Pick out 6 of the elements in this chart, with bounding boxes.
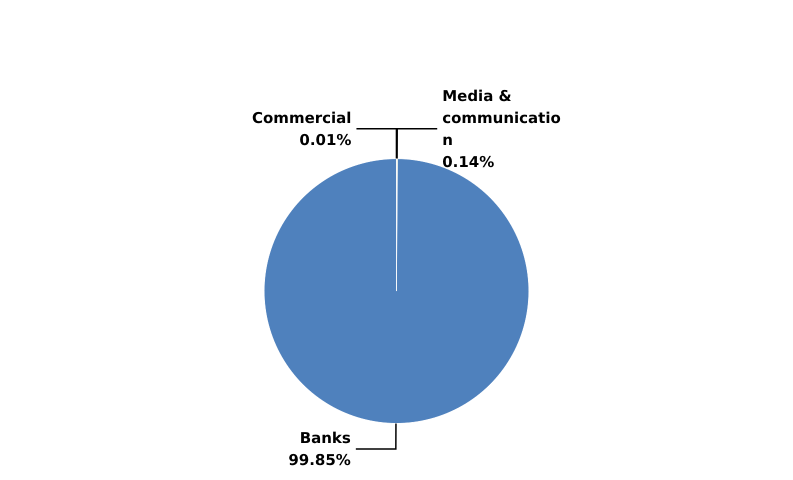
data-label: 0.01% (299, 130, 352, 149)
slice-label: Banks (300, 429, 351, 447)
data-label: 0.14% (442, 152, 494, 171)
slice-label: Commercial (252, 108, 352, 127)
data-label: 99.85% (288, 451, 351, 469)
slice-label: Media & communication (442, 86, 561, 149)
